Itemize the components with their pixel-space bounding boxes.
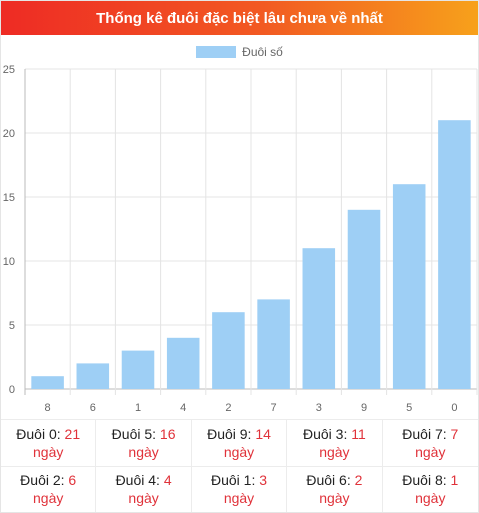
bar — [166, 337, 200, 389]
stat-item: Đuôi 3: 11 ngày — [287, 419, 383, 466]
widget-title: Thống kê đuôi đặc biệt lâu chưa về nhất — [1, 1, 478, 35]
x-tick-label: 5 — [406, 402, 412, 414]
x-tick-label: 3 — [316, 402, 322, 414]
stat-unit: ngày — [33, 490, 64, 507]
stat-item: Đuôi 4: 4 ngày — [96, 465, 192, 512]
stat-value: 14 — [255, 425, 271, 442]
bar — [212, 312, 245, 389]
stat-item: Đuôi 6: 2 ngày — [287, 465, 383, 512]
stat-item: Đuôi 1: 3 ngày — [191, 465, 288, 512]
bar — [31, 376, 64, 389]
stat-unit: ngày — [128, 490, 159, 507]
legend-label: Đuôi số — [242, 45, 283, 59]
y-tick-label: 0 — [9, 384, 15, 396]
x-tick-label: 7 — [271, 402, 277, 414]
stat-label: Đuôi 9: — [207, 425, 252, 442]
x-tick-label: 6 — [90, 402, 96, 414]
bar-chart: 0 5 10 15 20 25 8 6 1 4 2 7 3 9 5 0 — [3, 64, 478, 414]
stat-label: Đuôi 7: — [402, 425, 447, 442]
bar — [438, 120, 471, 389]
y-tick-label: 10 — [3, 256, 15, 268]
stat-value: 1 — [450, 472, 459, 489]
stat-value: 11 — [351, 425, 366, 442]
stat-value: 3 — [259, 472, 268, 489]
y-tick-label: 25 — [3, 64, 15, 76]
stat-unit: ngày — [33, 443, 64, 460]
stat-label: Đuôi 8: — [402, 472, 447, 489]
bar — [76, 363, 110, 389]
x-tick-label: 9 — [361, 402, 367, 414]
stat-label: Đuôi 1: — [210, 472, 256, 489]
stat-value: 7 — [450, 425, 459, 442]
stat-label: Đuôi 6: — [306, 472, 351, 489]
stat-unit: ngày — [319, 490, 350, 507]
chart-legend[interactable]: Đuôi số — [1, 45, 478, 59]
x-tick-label: 4 — [180, 402, 186, 414]
stat-item: Đuôi 0: 21 ngày — [1, 419, 97, 466]
bar — [302, 248, 336, 389]
stat-item: Đuôi 5: 16 ngày — [96, 419, 192, 466]
y-tick-label: 20 — [3, 128, 15, 140]
x-tick-label: 2 — [225, 402, 231, 414]
stat-unit: ngày — [415, 490, 446, 507]
stat-label: Đuôi 5: — [111, 425, 157, 442]
stat-item: Đuôi 9: 14 ngày — [191, 419, 288, 466]
stat-unit: ngày — [319, 443, 350, 460]
stat-item: Đuôi 8: 1 ngày — [382, 465, 478, 513]
y-tick-label: 15 — [3, 192, 15, 204]
stat-label: Đuôi 2: — [20, 472, 65, 489]
stat-value: 4 — [163, 472, 172, 489]
y-tick-label: 5 — [9, 320, 15, 332]
bar — [257, 299, 290, 389]
stat-unit: ngày — [128, 443, 159, 460]
x-tick-label: 0 — [451, 402, 457, 414]
bar — [121, 350, 155, 389]
bar — [347, 209, 381, 389]
stat-label: Đuôi 3: — [302, 425, 348, 442]
legend-swatch — [196, 46, 237, 58]
x-tick-label: 8 — [45, 402, 51, 414]
stat-value: 2 — [354, 472, 363, 489]
stat-value: 6 — [68, 472, 77, 489]
stat-value: 16 — [159, 425, 176, 442]
stat-unit: ngày — [223, 443, 255, 460]
stats-grid: Đuôi 0: 21 ngày Đuôi 5: 16 ngày Đuôi 9: … — [1, 419, 478, 512]
bar — [392, 184, 426, 389]
stat-unit: ngày — [223, 490, 255, 507]
stat-value: 21 — [64, 425, 81, 442]
stat-item: Đuôi 7: 7 ngày — [382, 419, 478, 466]
stat-unit: ngày — [415, 443, 446, 460]
stat-item: Đuôi 2: 6 ngày — [1, 465, 97, 512]
stat-label: Đuôi 0: — [16, 425, 61, 442]
stat-label: Đuôi 4: — [115, 472, 160, 489]
x-tick-label: 1 — [135, 402, 141, 414]
